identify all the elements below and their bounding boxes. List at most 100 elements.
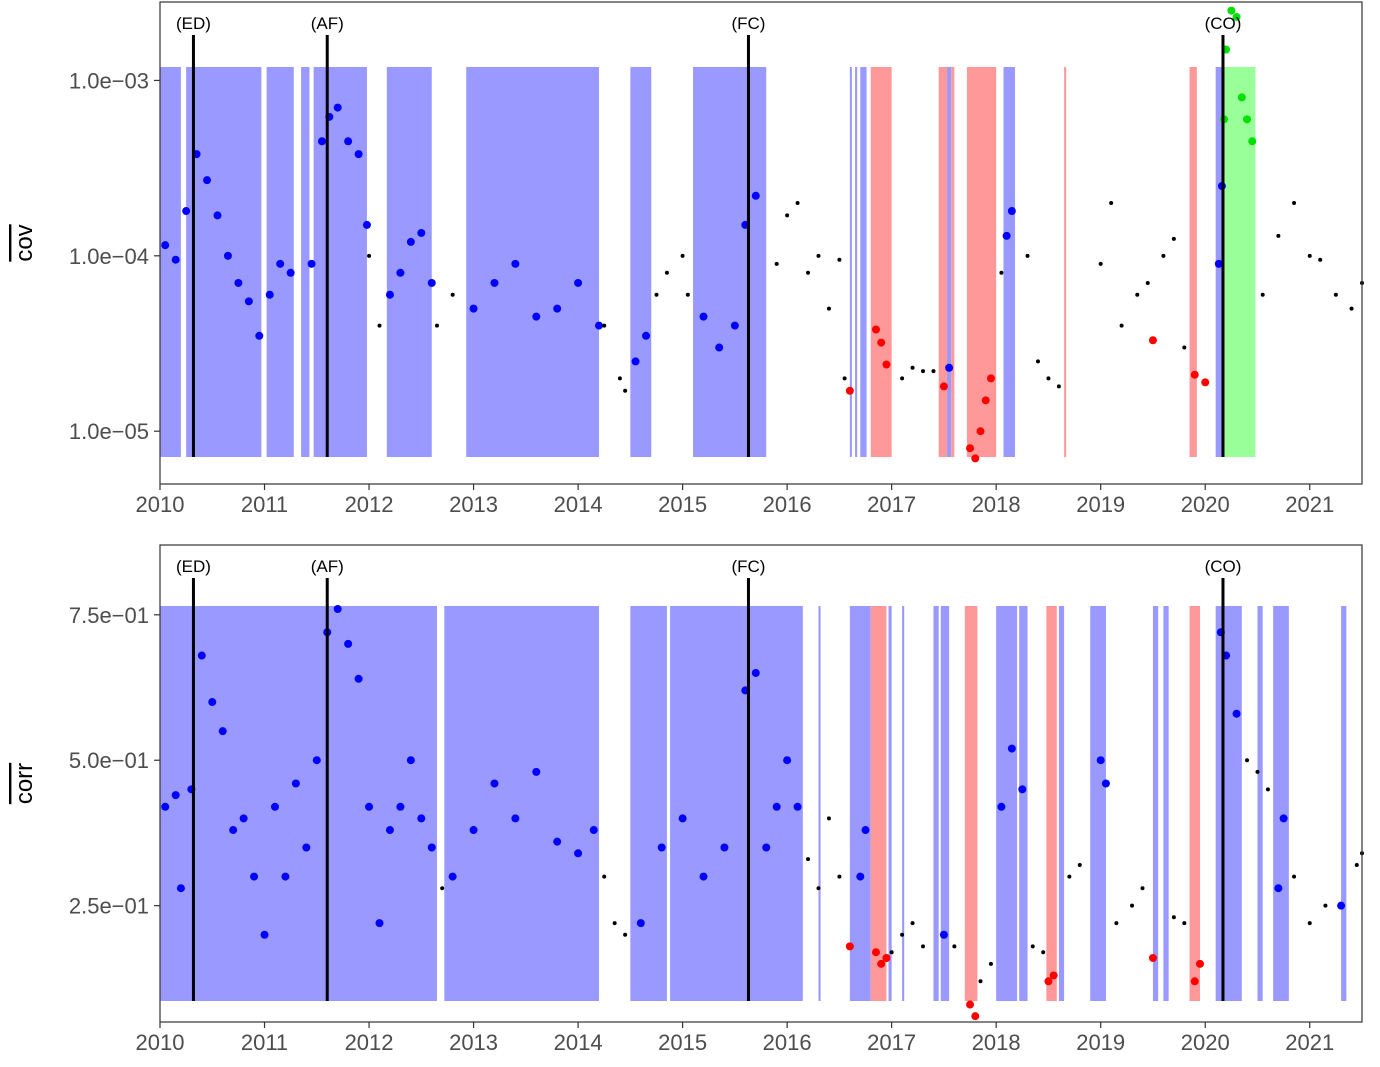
data-point-blue [657,843,666,852]
data-point-other [837,257,842,262]
data-point-red [1148,336,1157,345]
data-point-blue [720,843,729,852]
data-point-other [1161,253,1166,258]
data-point-blue [594,321,603,330]
data-point-blue [223,251,232,260]
panel-border [159,544,1363,1023]
data-point-blue [532,767,541,776]
data-point-blue [307,259,316,268]
data-point-other [816,253,821,258]
data-point-red [882,954,891,963]
data-point-blue [793,802,802,811]
data-point-green [1227,6,1236,15]
data-point-blue [490,779,499,788]
x-tick-label: 2017 [867,492,916,517]
data-point-blue [208,698,217,707]
regime-band-blue [444,606,599,1001]
data-point-other [1025,253,1030,258]
data-point-blue [861,826,870,835]
data-point-blue [171,255,180,264]
data-point-blue [333,103,342,112]
data-point-red [1201,378,1210,387]
data-point-blue [417,228,426,237]
data-point-blue [260,930,269,939]
data-point-blue [362,220,371,229]
data-point-red [877,959,886,968]
data-point-blue [354,674,363,683]
x-tick-label: 2017 [867,1030,916,1055]
data-point-other [921,369,926,374]
x-tick-label: 2011 [241,492,288,517]
data-point-red [877,338,886,347]
data-point-other [1030,944,1035,949]
regime-band-blue [630,67,652,457]
data-point-other [826,306,831,311]
data-point-other [1265,787,1270,792]
data-point-other [1260,292,1265,297]
data-point-red [981,396,990,405]
data-point-blue [375,919,384,928]
data-point-blue [589,826,598,835]
data-point-blue [281,872,290,881]
y-axis-label: corr [11,763,38,804]
data-point-blue [406,237,415,246]
data-point-red [871,325,880,334]
regime-band-blue [888,606,892,1001]
data-point-other [377,323,382,328]
data-point-other [837,874,842,879]
regime-band-blue [1257,606,1263,1001]
data-point-other [795,201,800,206]
data-point-blue [218,727,227,736]
event-label: (AF) [311,557,344,576]
data-point-blue [318,137,327,146]
data-point-other [1292,201,1297,206]
y-tick-label: 1.0e−05 [69,419,149,444]
data-point-other [816,886,821,891]
data-point-blue [333,604,342,613]
regime-band-blue [466,67,599,457]
data-point-other [685,292,690,297]
data-point-other [1171,915,1176,920]
data-point-blue [997,802,1006,811]
regime-band-blue [1273,606,1289,1001]
data-point-other [1109,201,1114,206]
data-point-red [1044,977,1053,986]
data-point-blue [699,312,708,321]
x-tick-label: 2016 [763,1030,812,1055]
data-point-other [1307,921,1312,926]
data-point-blue [469,826,478,835]
data-point-other [617,376,622,381]
x-tick-label: 2014 [554,1030,603,1055]
data-point-other [1035,359,1040,364]
data-point-red [966,1000,975,1009]
data-point-blue [427,843,436,852]
data-point-blue [176,884,185,893]
x-tick-label: 2010 [136,1030,185,1055]
data-point-blue [699,872,708,881]
y-tick-label: 7.5e−01 [69,603,149,628]
data-point-other [1041,950,1046,955]
data-point-other [910,921,915,926]
y-tick-label: 2.5e−01 [69,894,149,919]
x-tick-label: 2013 [449,1030,498,1055]
data-point-other [931,369,936,374]
data-point-blue [772,802,781,811]
event-label: (FC) [731,557,765,576]
data-point-red [1195,959,1204,968]
data-point-blue [244,297,253,306]
data-point-blue [312,756,321,765]
data-point-blue [574,849,583,858]
x-tick-label: 2018 [972,492,1021,517]
data-point-other [999,270,1004,275]
data-point-blue [1007,207,1016,216]
x-tick-label: 2010 [136,492,185,517]
event-label: (CO) [1205,14,1242,33]
regime-band-red [1064,67,1067,457]
regime-band-red [966,67,997,457]
data-point-other [1318,257,1323,262]
x-tick-label: 2019 [1076,1030,1125,1055]
data-point-other [785,213,790,218]
data-point-red [1190,370,1199,379]
data-point-blue [203,176,212,185]
regime-band-blue [849,606,871,1001]
